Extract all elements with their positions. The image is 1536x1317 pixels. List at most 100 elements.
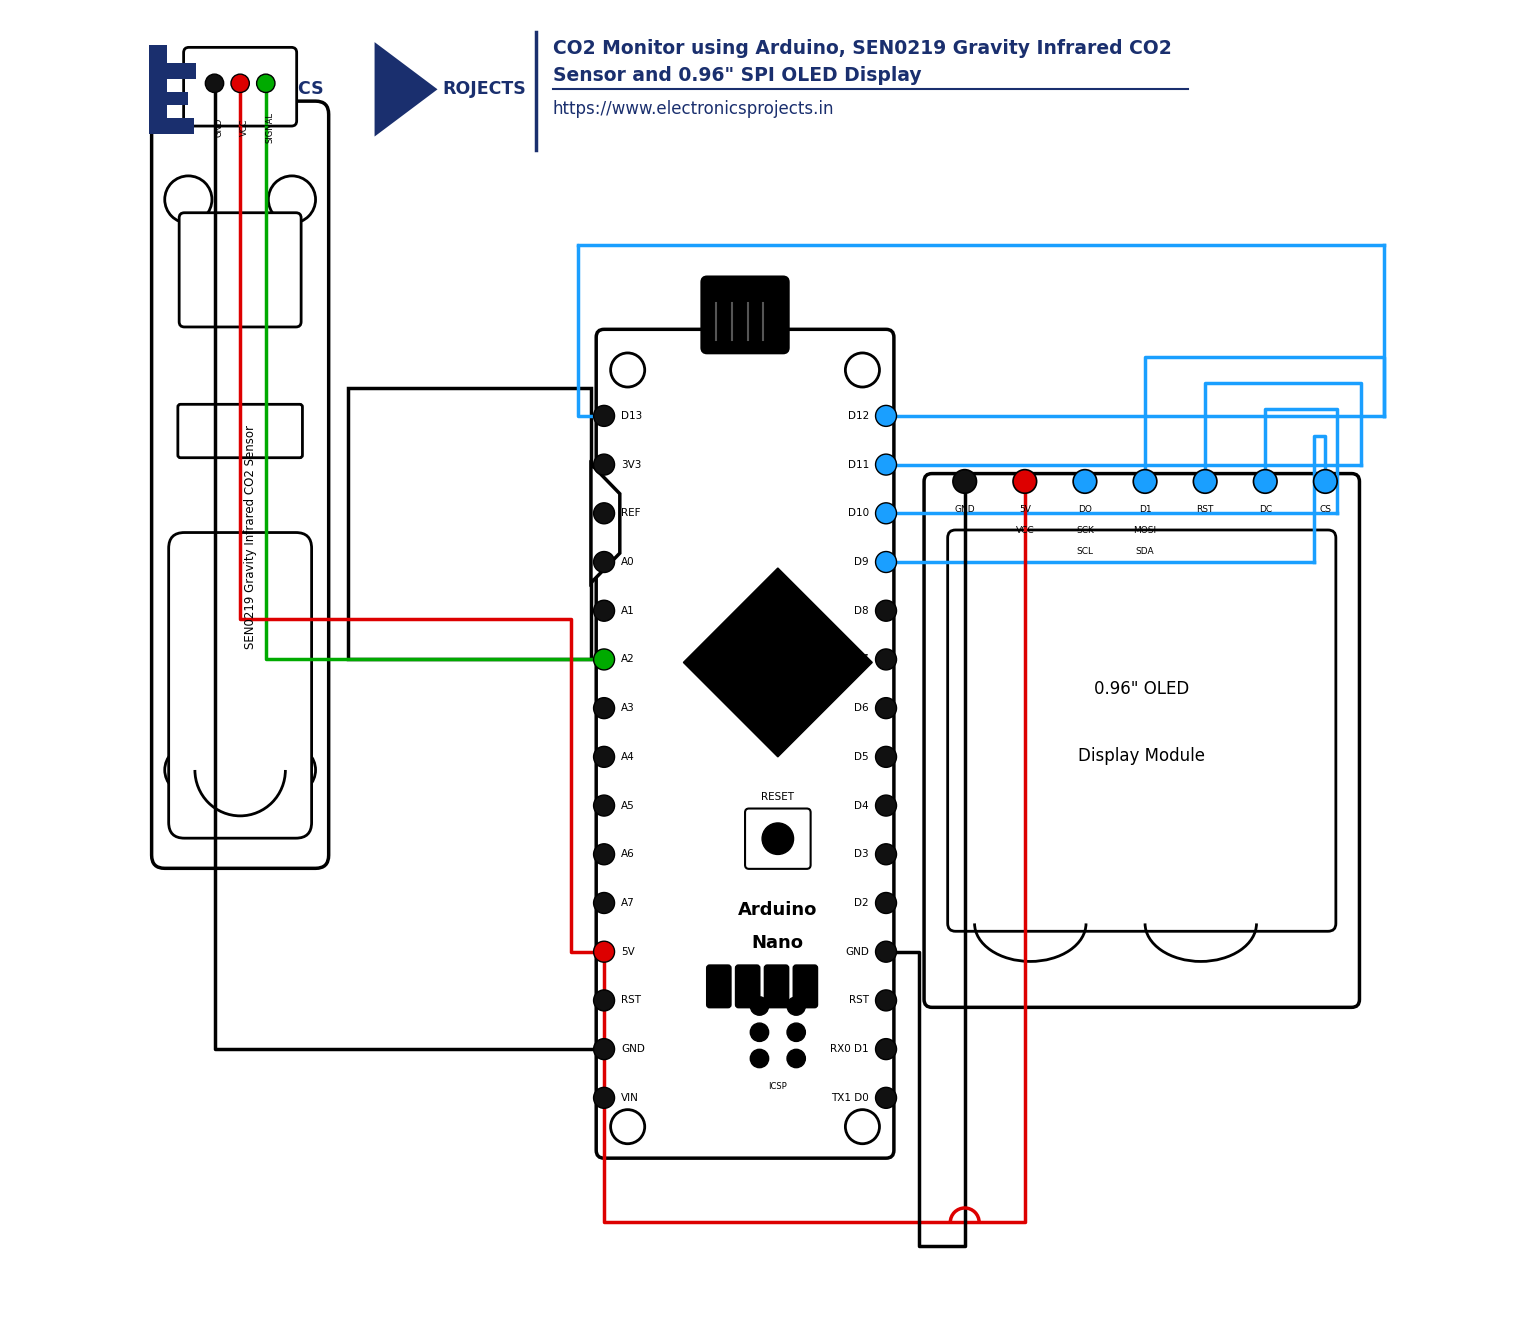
Text: Arduino: Arduino [739,901,817,919]
Circle shape [750,1023,768,1042]
Text: GND: GND [845,947,869,956]
Circle shape [876,1088,897,1109]
FancyBboxPatch shape [925,474,1359,1008]
Text: CO2 Monitor using Arduino, SEN0219 Gravity Infrared CO2: CO2 Monitor using Arduino, SEN0219 Gravi… [553,40,1172,58]
Polygon shape [375,42,438,137]
Text: VCC: VCC [240,119,249,136]
Text: 0.96" OLED: 0.96" OLED [1094,680,1189,698]
Text: VCC: VCC [1015,525,1034,535]
Circle shape [593,942,614,963]
Text: D3: D3 [854,849,869,859]
Circle shape [593,1039,614,1060]
Text: TX1 D0: TX1 D0 [831,1093,869,1102]
Circle shape [593,649,614,670]
Circle shape [593,893,614,914]
Circle shape [593,552,614,573]
Text: A2: A2 [621,655,634,665]
Circle shape [876,698,897,719]
Text: A7: A7 [621,898,634,907]
Circle shape [1014,470,1037,494]
Circle shape [593,601,614,622]
Circle shape [786,1050,805,1068]
Polygon shape [684,568,872,757]
Circle shape [876,942,897,963]
FancyBboxPatch shape [745,809,811,869]
Text: Display Module: Display Module [1078,747,1206,765]
FancyBboxPatch shape [707,965,731,1008]
Circle shape [593,795,614,817]
Circle shape [876,601,897,622]
Circle shape [876,844,897,865]
Circle shape [876,747,897,768]
Circle shape [876,1039,897,1060]
Circle shape [593,844,614,865]
Text: A1: A1 [621,606,634,616]
Text: D8: D8 [854,606,869,616]
Circle shape [1313,470,1338,494]
Circle shape [230,74,249,92]
Text: SIGNAL: SIGNAL [266,112,275,142]
Circle shape [1074,470,1097,494]
Text: 5V: 5V [621,947,634,956]
Text: D2: D2 [854,898,869,907]
Text: GND: GND [954,504,975,514]
Circle shape [845,353,880,387]
Circle shape [164,176,212,223]
Text: Nano: Nano [751,934,803,952]
Text: D13: D13 [621,411,642,421]
Circle shape [593,990,614,1011]
Text: DO: DO [1078,504,1092,514]
Text: D5: D5 [854,752,869,761]
Text: RST: RST [849,996,869,1005]
Circle shape [269,747,315,794]
Circle shape [750,997,768,1015]
Text: A5: A5 [621,801,634,810]
Text: D10: D10 [848,508,869,519]
FancyBboxPatch shape [169,532,312,838]
FancyBboxPatch shape [948,529,1336,931]
FancyBboxPatch shape [184,47,296,126]
Polygon shape [591,464,621,583]
Text: GND: GND [215,117,224,137]
Circle shape [611,353,645,387]
Circle shape [1253,470,1276,494]
Text: 5V: 5V [1018,504,1031,514]
Circle shape [876,503,897,524]
FancyBboxPatch shape [178,404,303,458]
Text: 3V3: 3V3 [621,460,642,470]
Circle shape [611,1110,645,1143]
FancyBboxPatch shape [180,213,301,327]
Text: VIN: VIN [621,1093,639,1102]
Circle shape [593,1088,614,1109]
Polygon shape [149,45,197,134]
Circle shape [952,470,977,494]
Circle shape [876,893,897,914]
Circle shape [593,698,614,719]
Text: D12: D12 [848,411,869,421]
FancyBboxPatch shape [794,965,817,1008]
FancyBboxPatch shape [152,101,329,868]
Text: https://www.electronicsprojects.in: https://www.electronicsprojects.in [553,100,834,117]
Circle shape [593,747,614,768]
Text: CS: CS [1319,504,1332,514]
Text: D1: D1 [1138,504,1152,514]
Circle shape [786,1023,805,1042]
Text: D11: D11 [848,460,869,470]
Circle shape [876,990,897,1011]
Text: SDA: SDA [1135,547,1155,556]
Text: D4: D4 [854,801,869,810]
Text: SCL: SCL [1077,547,1094,556]
Circle shape [593,454,614,475]
Text: A4: A4 [621,752,634,761]
Circle shape [750,1050,768,1068]
Text: A0: A0 [621,557,634,568]
Text: REF: REF [621,508,641,519]
FancyBboxPatch shape [765,965,788,1008]
Text: D6: D6 [854,703,869,712]
Circle shape [593,503,614,524]
Text: GND: GND [621,1044,645,1054]
Circle shape [269,176,315,223]
Circle shape [1193,470,1217,494]
Text: A6: A6 [621,849,634,859]
Text: ICSP: ICSP [768,1083,788,1090]
